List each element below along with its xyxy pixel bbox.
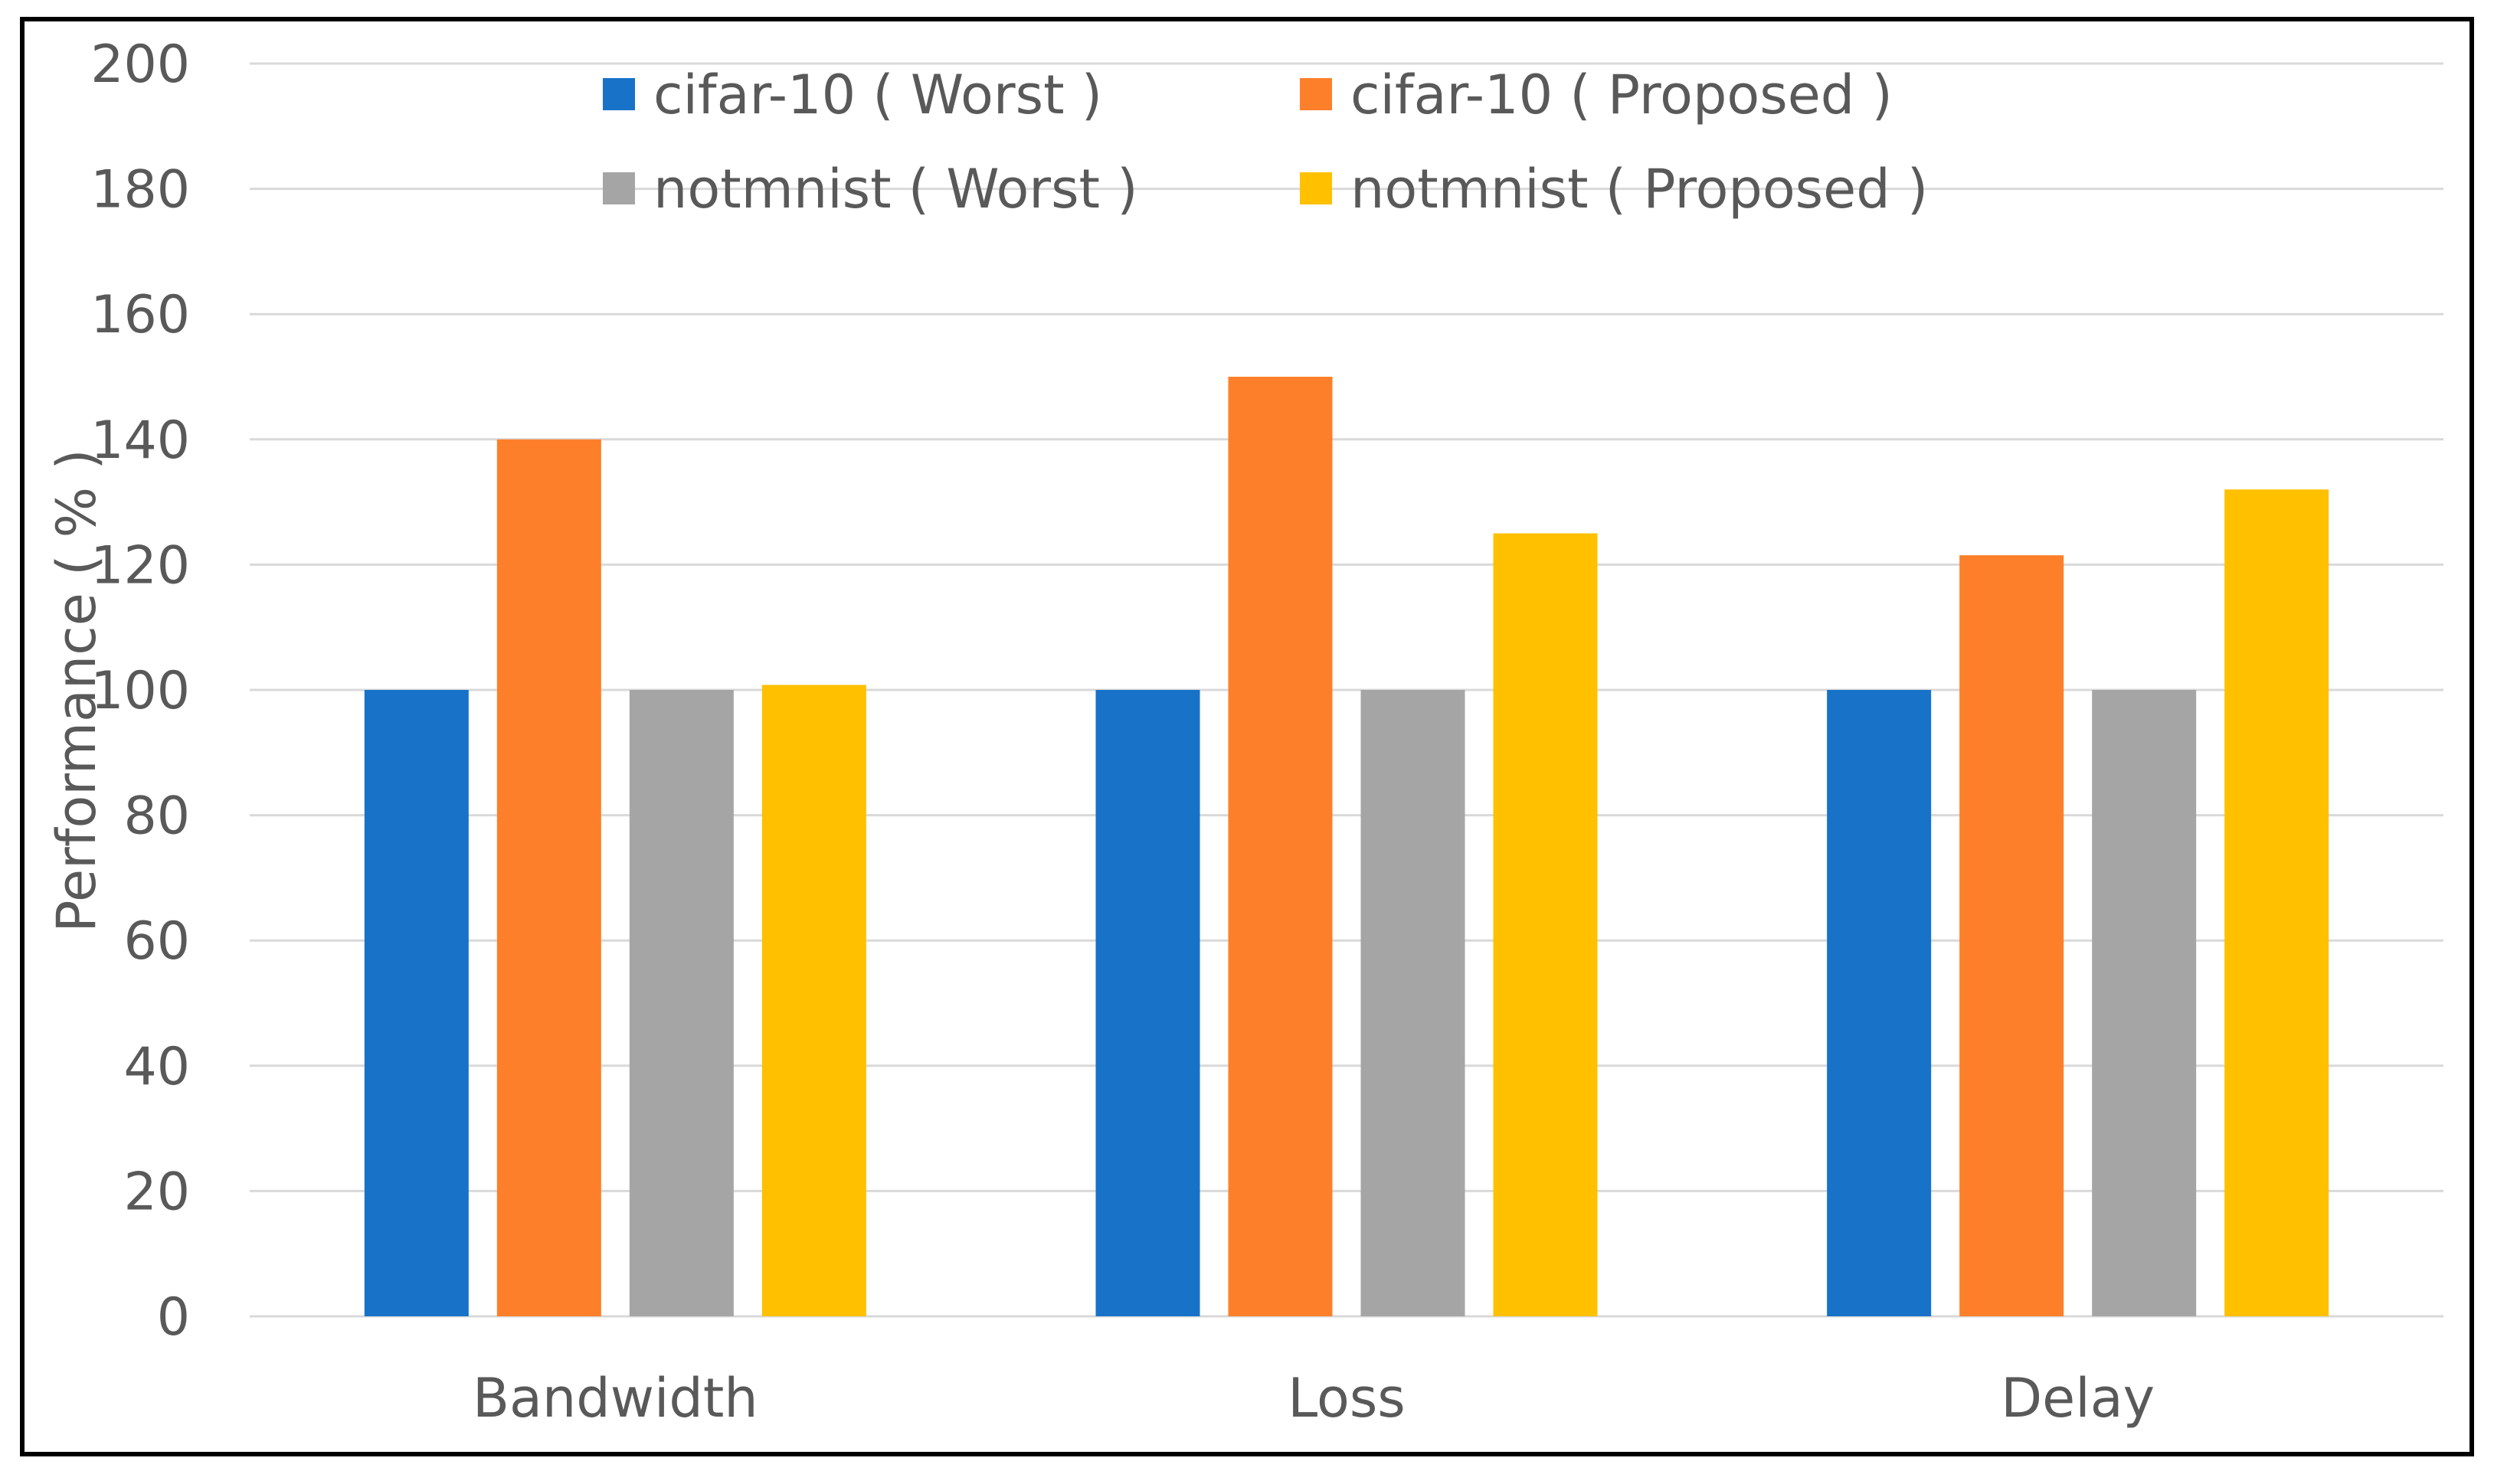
x-category-label: Bandwidth (473, 1367, 758, 1430)
bar-delay-2 (2092, 690, 2197, 1316)
y-axis-ticks: 0 20 40 60 80 100 120 140 160 180 200 (90, 34, 190, 1348)
bar-loss-0 (1095, 690, 1200, 1316)
y-tick-label: 100 (90, 661, 190, 721)
y-tick-label: 140 (90, 410, 190, 471)
y-tick-label: 20 (123, 1162, 190, 1222)
legend-label: cifar-10 ( Proposed ) (1350, 64, 1893, 126)
y-tick-label: 120 (90, 535, 190, 596)
legend: cifar-10 ( Worst ) cifar-10 ( Proposed ) n… (603, 64, 1928, 221)
x-category-label: Delay (2001, 1367, 2155, 1430)
legend-label: notmnist ( Proposed ) (1350, 158, 1928, 221)
legend-label: notmnist ( Worst ) (653, 158, 1138, 221)
bar-bandwidth-2 (629, 690, 734, 1316)
y-axis-title: Performance ( % ) (45, 449, 108, 932)
legend-swatch (1300, 172, 1332, 204)
bars (364, 377, 2329, 1316)
bar-loss-2 (1360, 690, 1465, 1316)
bar-loss-3 (1493, 533, 1598, 1316)
bar-bandwidth-1 (496, 439, 601, 1316)
y-tick-label: 60 (123, 911, 190, 972)
bar-bandwidth-0 (364, 690, 469, 1316)
bar-loss-1 (1228, 377, 1333, 1316)
legend-label: cifar-10 ( Worst ) (653, 64, 1102, 126)
y-tick-label: 160 (90, 285, 190, 345)
y-tick-label: 0 (157, 1287, 190, 1348)
legend-swatch (603, 172, 635, 204)
y-tick-label: 200 (90, 34, 190, 95)
bar-bandwidth-3 (761, 685, 866, 1316)
x-category-label: Loss (1288, 1367, 1406, 1430)
y-tick-label: 40 (123, 1037, 190, 1097)
y-tick-label: 180 (90, 160, 190, 221)
legend-swatch (603, 78, 635, 110)
x-axis-categories: Bandwidth Loss Delay (473, 1367, 2155, 1430)
bar-delay-3 (2224, 489, 2329, 1316)
bar-delay-1 (1959, 555, 2064, 1316)
legend-swatch (1300, 78, 1332, 110)
y-tick-label: 80 (123, 786, 190, 847)
bar-delay-0 (1827, 690, 1932, 1316)
